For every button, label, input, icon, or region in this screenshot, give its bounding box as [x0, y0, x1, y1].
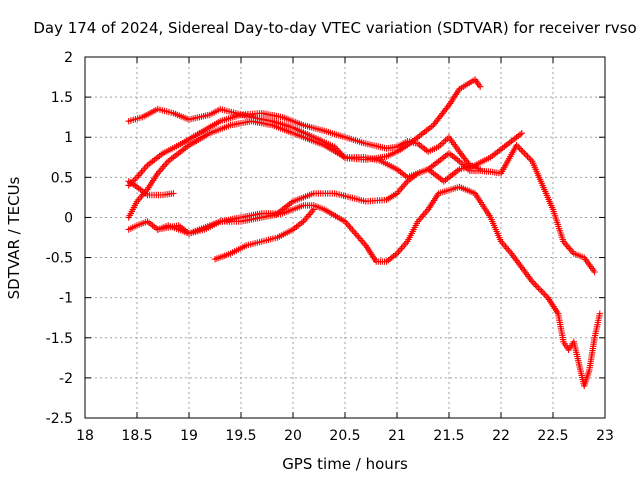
data-point [522, 151, 530, 159]
chart-title: Day 174 of 2024, Sidereal Day-to-day VTE… [33, 19, 636, 37]
data-point [541, 291, 548, 298]
data-point [532, 281, 539, 288]
series-arc-c [125, 178, 177, 199]
y-tick-label: 0.5 [51, 170, 73, 186]
data-point [310, 206, 317, 213]
data-point [535, 284, 542, 292]
x-tick-label: 18 [76, 428, 94, 444]
x-tick-label: 23 [596, 428, 614, 444]
series-arc-e [125, 118, 598, 276]
data-point [533, 283, 541, 290]
data-point [530, 280, 537, 287]
x-tick-label: 22 [492, 428, 510, 444]
y-tick-label: -2.5 [46, 411, 73, 427]
y-tick-label: -0.5 [46, 251, 73, 267]
axis-ticks: 18 18.5 19 19.5 20 20.5 21 21.5 22 22.5 23-2.5-2-1… [46, 50, 614, 444]
data-point [524, 153, 531, 160]
plot-area [125, 76, 603, 390]
x-tick-label: 20 [284, 428, 302, 444]
y-tick-label: 1 [64, 130, 73, 146]
series-arc-b [125, 110, 484, 189]
y-tick-label: 2 [64, 50, 73, 66]
y-tick-label: 1.5 [51, 90, 73, 106]
data-point [518, 130, 525, 137]
data-point [596, 310, 603, 317]
x-tick-label: 19.5 [225, 428, 256, 444]
data-point [477, 83, 484, 90]
y-axis-label: SDTVAR / TECUs [5, 176, 23, 299]
x-tick-label: 22.5 [537, 428, 568, 444]
data-point [525, 154, 533, 162]
data-point [521, 150, 528, 157]
x-tick-label: 21 [388, 428, 406, 444]
data-point [543, 292, 550, 300]
data-point [519, 148, 526, 155]
data-point [170, 190, 177, 197]
y-tick-label: 0 [64, 210, 73, 226]
y-tick-label: -2 [59, 371, 73, 387]
data-point [536, 286, 544, 293]
x-axis-label: GPS time / hours [282, 455, 408, 473]
series-arc-g [211, 206, 317, 263]
plot-frame [84, 56, 606, 419]
x-tick-label: 20.5 [329, 428, 360, 444]
x-tick-label: 19 [180, 428, 198, 444]
x-tick-label: 18.5 [121, 428, 152, 444]
data-point [518, 146, 525, 154]
y-tick-label: -1 [59, 291, 73, 307]
y-tick-label: -1.5 [46, 331, 73, 347]
data-point [591, 268, 598, 276]
x-tick-label: 21.5 [433, 428, 464, 444]
series-arc-f [154, 183, 603, 390]
